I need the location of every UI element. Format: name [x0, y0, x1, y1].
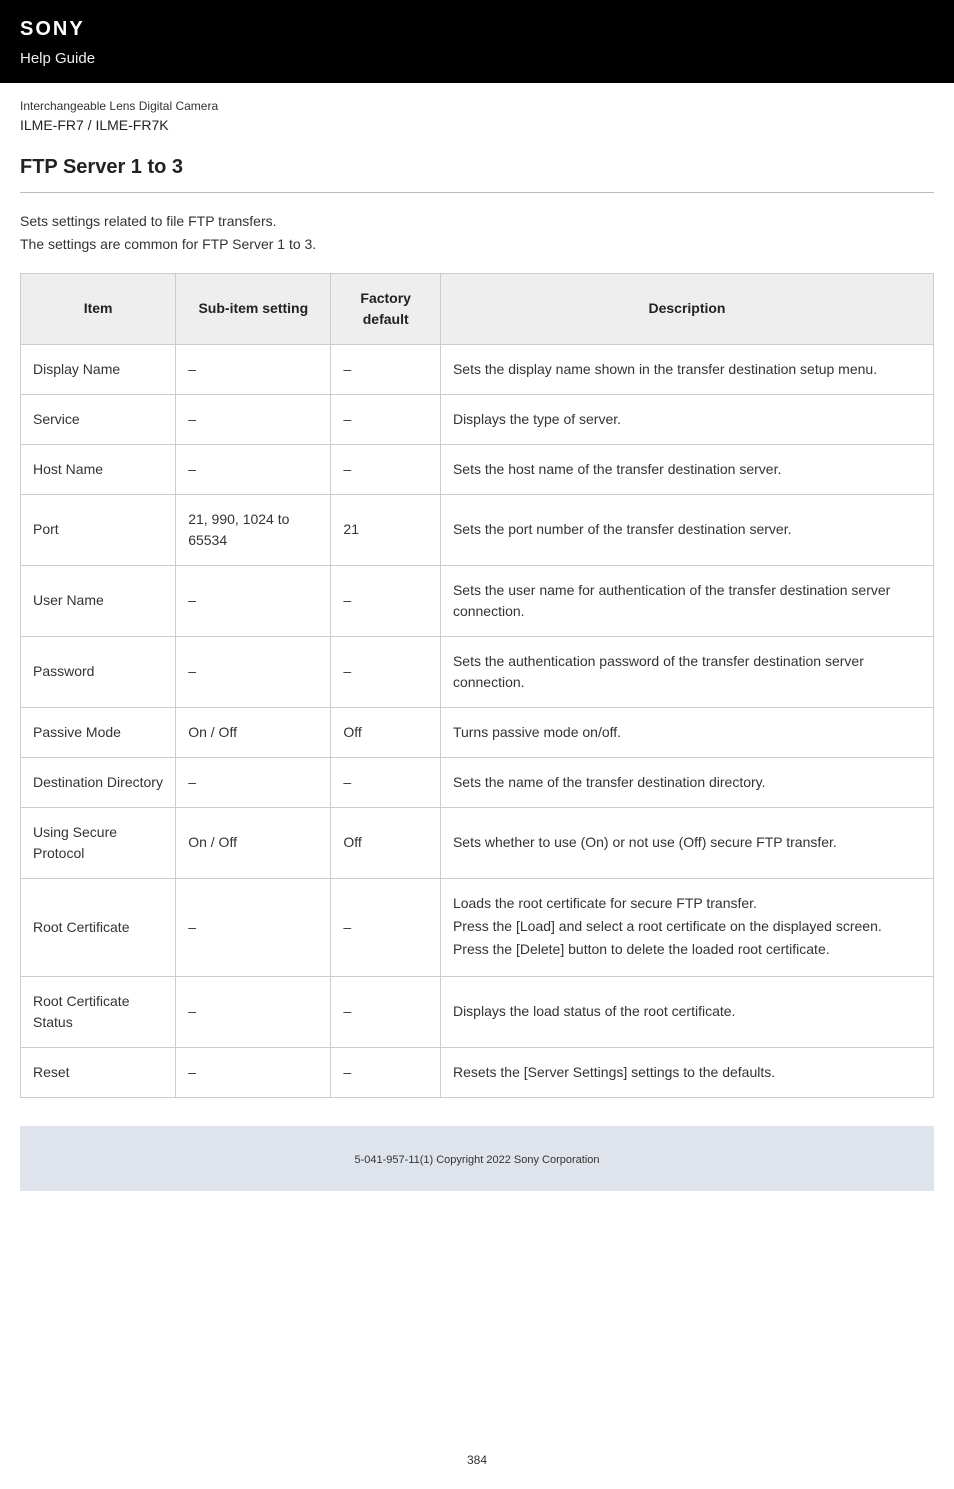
desc-line: Press the [Delete] button to delete the …	[453, 939, 921, 960]
cell-sub: –	[176, 444, 331, 494]
intro-text: Sets settings related to file FTP transf…	[20, 211, 934, 255]
footer-bar: 5-041-957-11(1) Copyright 2022 Sony Corp…	[20, 1126, 934, 1191]
cell-def: –	[331, 1047, 441, 1097]
cell-desc: Resets the [Server Settings] settings to…	[440, 1047, 933, 1097]
cell-desc: Displays the load status of the root cer…	[440, 976, 933, 1047]
cell-def: –	[331, 565, 441, 636]
cell-sub: –	[176, 344, 331, 394]
cell-desc: Sets the display name shown in the trans…	[440, 344, 933, 394]
cell-sub: 21, 990, 1024 to 65534	[176, 494, 331, 565]
cell-desc: Sets the authentication password of the …	[440, 636, 933, 707]
intro-line-1: Sets settings related to file FTP transf…	[20, 211, 934, 232]
main-content: Interchangeable Lens Digital Camera ILME…	[0, 83, 954, 1489]
cell-item: Service	[21, 394, 176, 444]
cell-def: Off	[331, 707, 441, 757]
table-row: User Name – – Sets the user name for aut…	[21, 565, 934, 636]
table-row: Root Certificate Status – – Displays the…	[21, 976, 934, 1047]
table-row: Destination Directory – – Sets the name …	[21, 757, 934, 807]
cell-def: –	[331, 757, 441, 807]
cell-sub: –	[176, 565, 331, 636]
cell-sub: On / Off	[176, 807, 331, 878]
table-row: Service – – Displays the type of server.	[21, 394, 934, 444]
page-title: FTP Server 1 to 3	[20, 152, 934, 182]
table-row: Display Name – – Sets the display name s…	[21, 344, 934, 394]
table-row: Host Name – – Sets the host name of the …	[21, 444, 934, 494]
cell-desc: Turns passive mode on/off.	[440, 707, 933, 757]
cell-sub: –	[176, 976, 331, 1047]
cell-def: 21	[331, 494, 441, 565]
header-factory-default: Factory default	[331, 273, 441, 344]
cell-item: Display Name	[21, 344, 176, 394]
product-model: ILME-FR7 / ILME-FR7K	[20, 115, 934, 136]
table-row: Root Certificate – – Loads the root cert…	[21, 878, 934, 976]
cell-desc: Sets the host name of the transfer desti…	[440, 444, 933, 494]
page-number: 384	[20, 1451, 934, 1469]
intro-line-2: The settings are common for FTP Server 1…	[20, 234, 934, 255]
cell-item: Host Name	[21, 444, 176, 494]
table-row: Port 21, 990, 1024 to 65534 21 Sets the …	[21, 494, 934, 565]
desc-line: Loads the root certificate for secure FT…	[453, 893, 921, 914]
help-guide-label: Help Guide	[20, 48, 934, 71]
cell-sub: –	[176, 394, 331, 444]
cell-item: Passive Mode	[21, 707, 176, 757]
cell-desc: Loads the root certificate for secure FT…	[440, 878, 933, 976]
cell-def: Off	[331, 807, 441, 878]
cell-sub: –	[176, 878, 331, 976]
cell-def: –	[331, 344, 441, 394]
header-description: Description	[440, 273, 933, 344]
cell-def: –	[331, 636, 441, 707]
cell-desc: Sets the user name for authentication of…	[440, 565, 933, 636]
title-divider	[20, 192, 934, 193]
table-row: Passive Mode On / Off Off Turns passive …	[21, 707, 934, 757]
cell-item: Password	[21, 636, 176, 707]
cell-item: Using Secure Protocol	[21, 807, 176, 878]
cell-item: Reset	[21, 1047, 176, 1097]
cell-item: User Name	[21, 565, 176, 636]
brand-logo: SONY	[20, 14, 934, 44]
cell-desc: Sets the port number of the transfer des…	[440, 494, 933, 565]
table-row: Using Secure Protocol On / Off Off Sets …	[21, 807, 934, 878]
cell-sub: –	[176, 1047, 331, 1097]
product-type: Interchangeable Lens Digital Camera	[20, 97, 934, 115]
cell-sub: –	[176, 636, 331, 707]
settings-table: Item Sub-item setting Factory default De…	[20, 273, 934, 1098]
cell-desc: Sets the name of the transfer destinatio…	[440, 757, 933, 807]
cell-desc: Sets whether to use (On) or not use (Off…	[440, 807, 933, 878]
cell-item: Root Certificate Status	[21, 976, 176, 1047]
cell-def: –	[331, 878, 441, 976]
cell-item: Port	[21, 494, 176, 565]
top-banner: SONY Help Guide	[0, 0, 954, 83]
cell-item: Root Certificate	[21, 878, 176, 976]
copyright-text: 5-041-957-11(1) Copyright 2022 Sony Corp…	[355, 1154, 600, 1166]
table-row: Password – – Sets the authentication pas…	[21, 636, 934, 707]
cell-desc: Displays the type of server.	[440, 394, 933, 444]
header-sub-item: Sub-item setting	[176, 273, 331, 344]
cell-def: –	[331, 394, 441, 444]
table-row: Reset – – Resets the [Server Settings] s…	[21, 1047, 934, 1097]
header-item: Item	[21, 273, 176, 344]
desc-line: Press the [Load] and select a root certi…	[453, 916, 921, 937]
table-header-row: Item Sub-item setting Factory default De…	[21, 273, 934, 344]
cell-def: –	[331, 976, 441, 1047]
cell-def: –	[331, 444, 441, 494]
cell-item: Destination Directory	[21, 757, 176, 807]
cell-sub: –	[176, 757, 331, 807]
cell-sub: On / Off	[176, 707, 331, 757]
